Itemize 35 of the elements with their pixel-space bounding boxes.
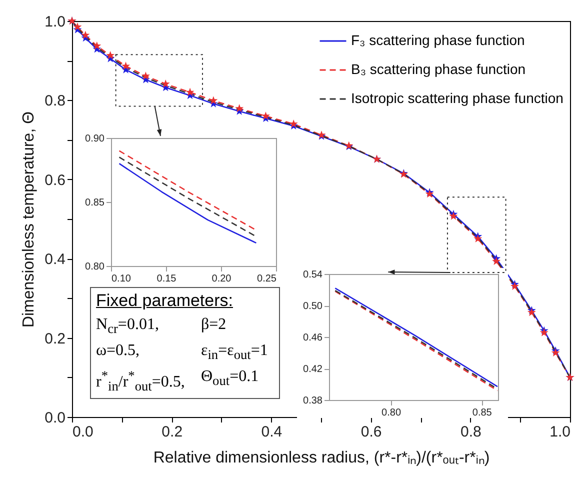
annotation: Fixed parameters: <box>96 291 234 311</box>
y-tick-label: 0.80 <box>85 262 105 272</box>
y-tick-label: 0.8 <box>44 92 66 110</box>
y-tick-label: 0.2 <box>44 330 66 348</box>
y-tick-label: 0.46 <box>303 332 323 344</box>
annotation: N$_{cr}$=0.01, <box>96 316 160 338</box>
x-tick-label: 1.0 <box>550 424 570 440</box>
y-tick-label: 0.4 <box>44 251 66 268</box>
x-tick-label: 0.0 <box>72 424 94 440</box>
x-tick-label: 0.15 <box>156 274 177 284</box>
annotation: Θ$_{out}$=0.1 <box>200 368 260 391</box>
x-tick-label: 0.4 <box>261 424 282 440</box>
x-tick-label: 0.2 <box>162 424 183 440</box>
x-axis-title: Relative dimensionless radius, (r*-r*ᵢₙ)/(r*ₒᵤₜ-r*ᵢₙ) <box>153 450 490 466</box>
y-tick-label: 0.50 <box>303 301 323 312</box>
y-tick-label: 0.42 <box>303 364 323 375</box>
y-tick-label: 0.54 <box>303 270 323 280</box>
y-tick-label: 0.6 <box>44 172 66 189</box>
annotation: r$^{*}$$_{in}$/r$^{*}$$_{out}$=0.5, <box>96 368 186 395</box>
annotation: ω=0.5, <box>96 342 141 362</box>
x-tick-label: 0.6 <box>360 424 382 440</box>
legend-label: Isotropic scattering phase function <box>351 90 564 106</box>
legend-label: B₃ scattering phase function <box>351 61 526 77</box>
y-tick-label: 0.38 <box>303 396 323 406</box>
x-tick-label: 0.8 <box>460 424 482 440</box>
legend-label: F₃ scattering phase function <box>351 32 525 48</box>
y-tick-label: 0.85 <box>85 198 105 208</box>
x-tick-label: 0.25 <box>257 274 277 284</box>
y-tick-label: 1.0 <box>44 14 66 30</box>
y-axis-title: Dimensionless temperature, Θ <box>20 111 38 328</box>
y-tick-label: 0.90 <box>85 134 105 144</box>
x-tick-label: 0.10 <box>112 274 132 284</box>
annotation: β=2 <box>200 316 228 335</box>
annotation: ε$_{in}$=ε$_{out}$=1 <box>200 342 269 364</box>
x-tick-label: 0.20 <box>212 274 232 284</box>
